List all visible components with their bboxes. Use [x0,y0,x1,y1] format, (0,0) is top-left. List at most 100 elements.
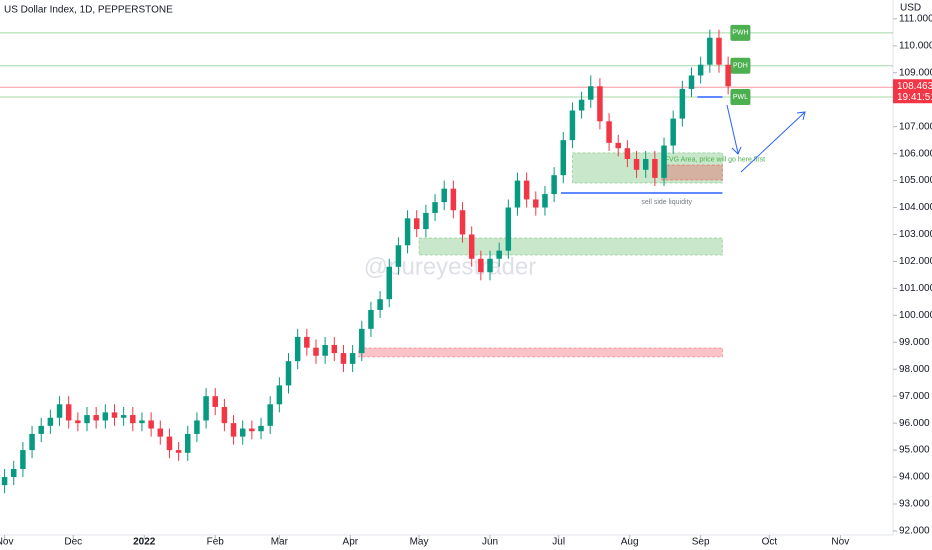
x-tick-label: Jul [552,537,565,548]
candle-body [386,266,393,300]
candle-body [395,245,402,267]
candle-body [468,234,475,259]
candle-body [230,423,237,437]
candle-body [322,344,328,356]
watermark: @pureyestrader [364,253,536,280]
candle-body [38,425,44,434]
candle-body [679,88,686,119]
price-tag [893,79,932,104]
y-tick-label: 110.000 [899,40,932,51]
candle-body [203,396,209,421]
candle-body [578,99,585,111]
candle-body [633,159,640,170]
candle-body [688,75,695,89]
candle-body [84,415,90,424]
liquidity-label: sell side liquidity [641,199,692,206]
y-tick-label: 96.000 [899,418,930,429]
candle-body [166,436,173,451]
candle-body [615,142,621,149]
candle-body [65,404,72,421]
arrow-up [740,111,806,173]
arrow-down [726,104,739,154]
candle-body [432,202,438,213]
candle-body [661,145,667,178]
candle-body [102,412,109,421]
candle-body [670,118,676,146]
candle-body [194,420,200,434]
candle-body [56,404,63,418]
candle-body [588,86,594,100]
candle-body [597,86,603,122]
candle-body [304,336,310,348]
x-tick-label: Apr [343,537,359,548]
candle-body [569,110,576,141]
candle-body [294,336,301,362]
y-tick-label: 98.000 [899,364,930,375]
x-tick-label: Nov [831,537,849,548]
y-tick-label: 102.000 [899,256,932,267]
arrows [726,104,806,173]
candle-body [560,140,567,176]
candle-body [441,188,447,203]
y-tick-label: 101.000 [899,283,932,294]
candle-body [551,175,557,195]
candle-body [1,477,8,486]
plot: FVG Area, price will go here first PWH PDH… [0,24,893,494]
candle-body [359,328,365,354]
y-tick-label: 103.000 [899,229,932,240]
candle-body [404,218,411,246]
candle-body [249,428,255,432]
zone [661,164,723,181]
currency: USD [900,3,921,14]
chart-title: US Dollar Index, 1D, PEPPERSTONE [4,5,173,16]
y-tick-label: 93.000 [899,499,930,510]
y-tick-label: 104.000 [899,202,932,213]
x-tick-label: 2022 [133,537,156,548]
candle-body [496,250,502,259]
x-tick-label: Aug [621,537,639,548]
zone-note: FVG Area, price will go here first [665,157,765,164]
candle-body [478,258,484,273]
level-badge [730,24,751,41]
level-badge [730,89,751,106]
candle-body [120,415,127,418]
candle-body [276,385,283,405]
x-tick-label: Sep [692,537,710,548]
candle-body [139,420,145,424]
candle-body [725,64,731,87]
y-tick-label: 107.000 [899,121,932,132]
candle-body [313,347,319,356]
candle-body [514,180,521,208]
candle-body [29,433,35,451]
candle-body [212,396,218,407]
zone [358,347,723,358]
candle-body [340,353,347,364]
candle-body [111,412,118,418]
candle-body [285,361,292,386]
candle-body [377,299,383,310]
x-tick-label: Oct [762,537,778,548]
y-tick-label: 92.000 [899,526,930,537]
candle-body [130,415,136,424]
candle-body [221,406,228,424]
candle-body [707,37,713,65]
candle-body [368,309,374,329]
candle-body [93,415,99,421]
countdown: 19:41:51 [897,92,932,103]
y-tick-label: 105.000 [899,175,932,186]
x-tick-label: Feb [207,537,225,548]
candle-body [413,218,420,230]
level-label: PDH [733,63,748,70]
candle-body [148,420,154,429]
candle-body [652,159,658,178]
x-tick-label: Nov [0,537,13,548]
x-tick-label: Jun [482,537,498,548]
candle-body [459,210,466,235]
candle-body [10,468,17,478]
candle-body [523,180,530,200]
candle-body [450,188,457,211]
candle-body [20,450,26,469]
candle-body [75,420,81,424]
y-tick-label: 95.000 [899,445,930,456]
